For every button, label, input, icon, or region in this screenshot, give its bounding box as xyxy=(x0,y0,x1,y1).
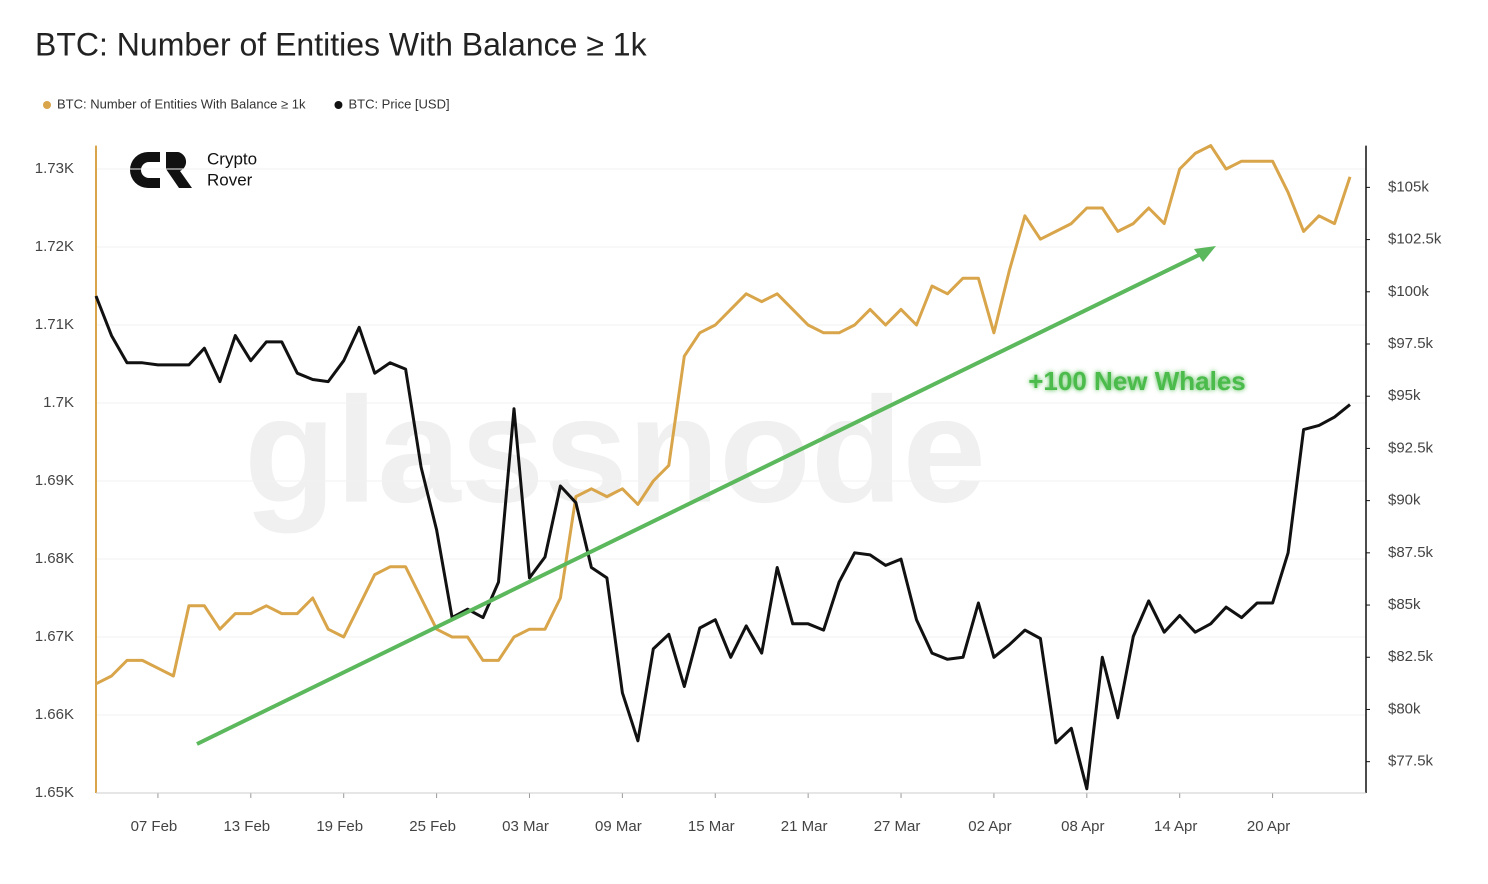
logo-text: Crypto xyxy=(207,149,257,168)
x-tick-label: 02 Apr xyxy=(968,818,1011,835)
y2-tick-label: $82.5k xyxy=(1388,648,1434,665)
y-tick-label: 1.69K xyxy=(35,472,74,489)
y2-tick-label: $97.5k xyxy=(1388,335,1434,352)
x-tick-label: 19 Feb xyxy=(316,818,363,835)
x-tick-label: 07 Feb xyxy=(131,818,178,835)
y2-tick-label: $92.5k xyxy=(1388,439,1434,456)
series-line xyxy=(94,295,1351,791)
lines xyxy=(94,144,1352,791)
legend-label: BTC: Price [USD] xyxy=(348,96,449,111)
y2-tick-label: $80k xyxy=(1388,700,1421,717)
y2-tick-label: $105k xyxy=(1388,178,1429,195)
y-tick-label: 1.72K xyxy=(35,238,74,255)
series-line xyxy=(95,144,1352,686)
x-tick-label: 03 Mar xyxy=(502,818,549,835)
logo: Crypto Rover xyxy=(130,149,257,189)
y2-tick-label: $90k xyxy=(1388,492,1421,509)
trend-arrowhead xyxy=(1194,246,1216,262)
y2-tick-label: $87.5k xyxy=(1388,544,1434,561)
y2-tick-label: $100k xyxy=(1388,283,1429,300)
y-tick-label: 1.66K xyxy=(35,706,74,723)
x-tick-label: 09 Mar xyxy=(595,818,642,835)
y2-tick-label: $95k xyxy=(1388,387,1421,404)
y2-tick-label: $102.5k xyxy=(1388,231,1442,248)
watermark: glassnode xyxy=(244,366,986,534)
y-tick-label: 1.71K xyxy=(35,316,74,333)
x-tick-label: 08 Apr xyxy=(1061,818,1104,835)
chart-title: BTC: Number of Entities With Balance ≥ 1… xyxy=(35,26,648,62)
logo-mark xyxy=(166,152,192,188)
legend-marker xyxy=(334,101,343,109)
x-tick-label: 25 Feb xyxy=(409,818,456,835)
y-tick-label: 1.73K xyxy=(35,160,74,177)
logo-mark xyxy=(130,152,160,188)
x-tick-label: 13 Feb xyxy=(223,818,270,835)
y-tick-label: 1.7K xyxy=(43,394,74,411)
logo-text: Rover xyxy=(207,170,253,189)
y-tick-label: 1.68K xyxy=(35,550,74,567)
trend-arrow xyxy=(196,250,1206,746)
annotation: +100 New Whales xyxy=(1028,366,1246,396)
y2-tick-label: $77.5k xyxy=(1388,753,1434,770)
x-tick-label: 20 Apr xyxy=(1247,818,1290,835)
y-tick-label: 1.67K xyxy=(35,628,74,645)
legend-label: BTC: Number of Entities With Balance ≥ 1… xyxy=(57,96,306,111)
x-tick-label: 15 Mar xyxy=(688,818,735,835)
x-tick-label: 27 Mar xyxy=(874,818,921,835)
y2-tick-label: $85k xyxy=(1388,596,1421,613)
x-tick-label: 14 Apr xyxy=(1154,818,1197,835)
y-tick-label: 1.65K xyxy=(35,784,74,801)
grid xyxy=(95,145,1370,798)
legend-marker xyxy=(43,101,51,109)
x-tick-label: 21 Mar xyxy=(781,818,828,835)
